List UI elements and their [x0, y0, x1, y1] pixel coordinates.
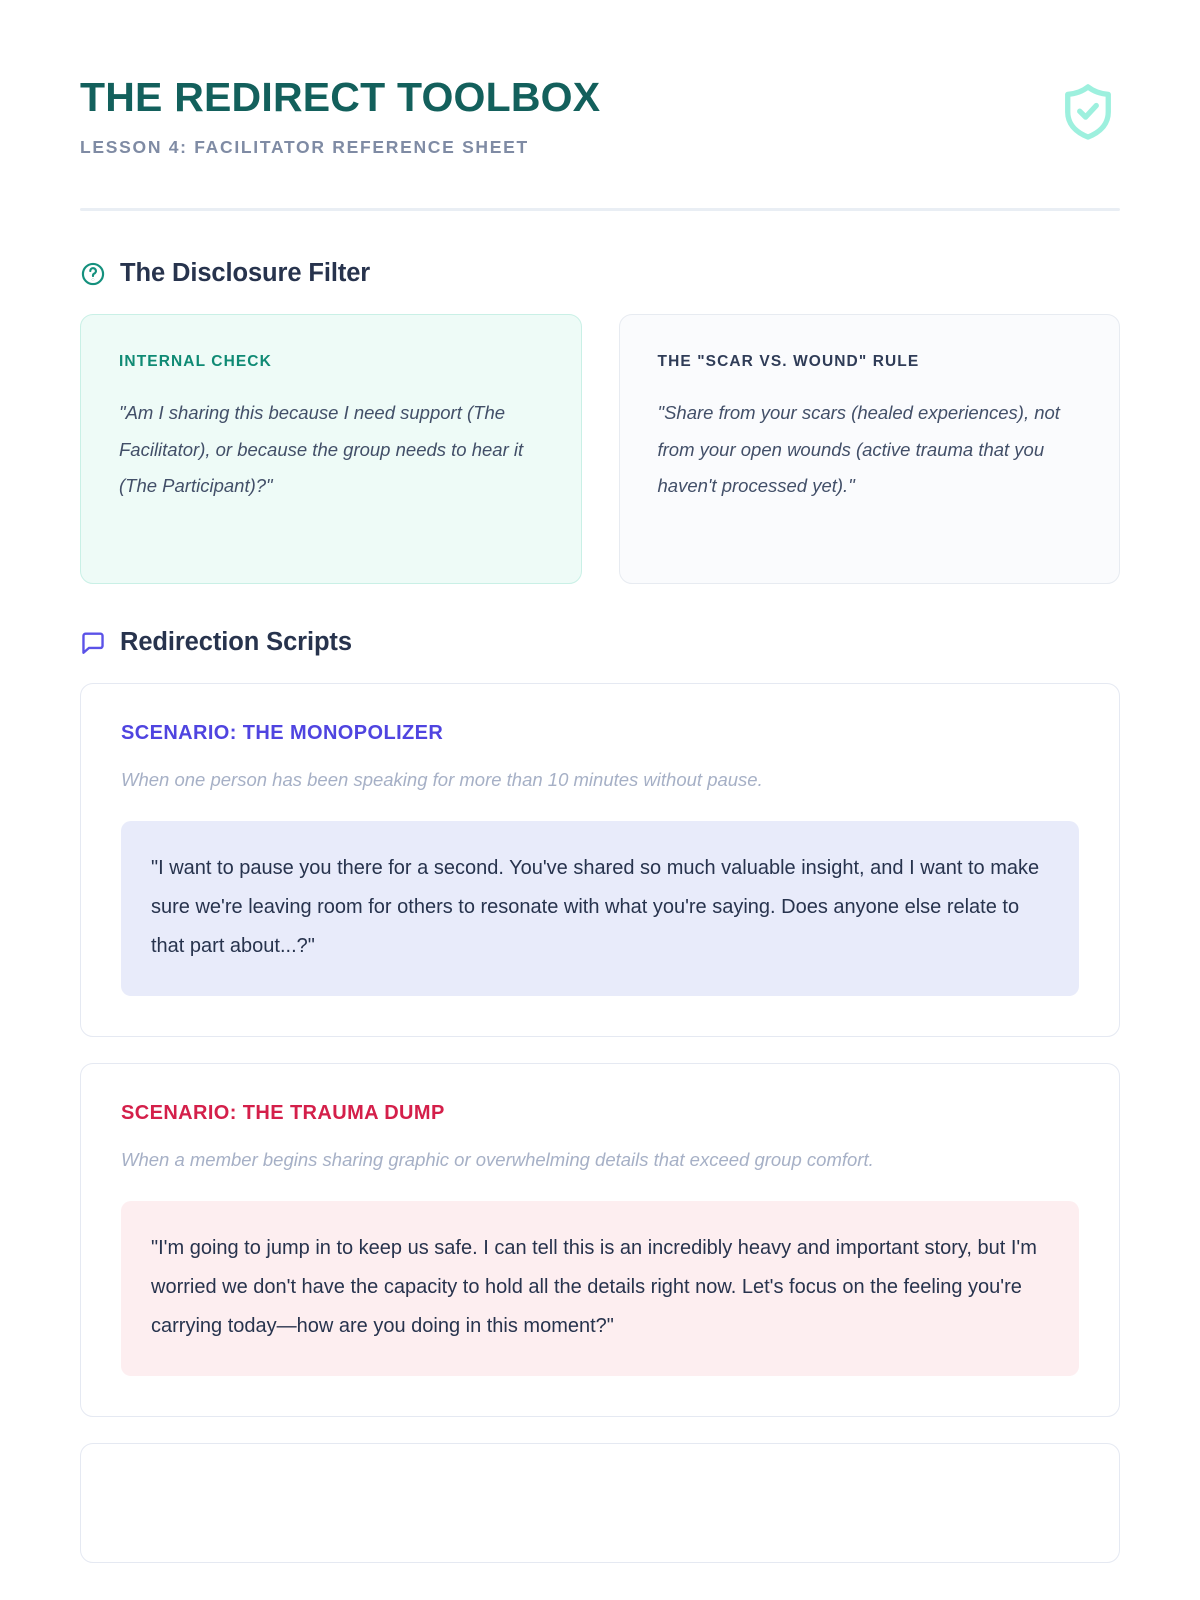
filter-card-label: THE "SCAR VS. WOUND" RULE [657, 353, 920, 371]
section-title: The Disclosure Filter [120, 259, 371, 288]
section-title: Redirection Scripts [120, 628, 352, 657]
header-divider [80, 208, 1120, 212]
filter-card-label: INTERNAL CHECK [119, 353, 272, 371]
scenario-description: When a member begins sharing graphic or … [121, 1149, 874, 1171]
section-header: The Disclosure Filter [80, 259, 1120, 288]
filter-card-internal-check: INTERNAL CHECK "Am I sharing this becaus… [80, 314, 582, 585]
page-title: THE REDIRECT TOOLBOX [80, 74, 601, 120]
filter-card-scar-vs-wound: THE "SCAR VS. WOUND" RULE "Share from yo… [618, 314, 1120, 585]
filter-card-grid: INTERNAL CHECK "Am I sharing this becaus… [80, 314, 1120, 585]
scenario-card-monopolizer: SCENARIO: THE MONOPOLIZER When one perso… [80, 683, 1120, 1038]
scenario-script-quote: "I'm going to jump in to keep us safe. I… [121, 1200, 1079, 1376]
filter-card-body: "Share from your scars (healed experienc… [657, 402, 1060, 497]
filter-card-body: "Am I sharing this because I need suppor… [119, 402, 524, 497]
shield-check-icon [1056, 80, 1120, 144]
speech-bubble-icon [80, 630, 106, 656]
scenario-title: SCENARIO: THE MONOPOLIZER [121, 722, 444, 745]
scenario-description: When one person has been speaking for mo… [121, 769, 763, 791]
section-disclosure-filter: The Disclosure Filter INTERNAL CHECK "Am… [80, 259, 1120, 585]
document-header: THE REDIRECT TOOLBOX LESSON 4: FACILITAT… [80, 0, 1120, 158]
page-subtitle: LESSON 4: FACILITATOR REFERENCE SHEET [80, 137, 529, 158]
question-circle-icon [80, 261, 106, 287]
scenario-title: SCENARIO: THE TRAUMA DUMP [121, 1102, 445, 1125]
scenario-card-next-partial [80, 1442, 1120, 1563]
section-header: Redirection Scripts [80, 628, 1120, 657]
section-redirection-scripts: Redirection Scripts SCENARIO: THE MONOPO… [80, 628, 1120, 1563]
scenario-script-quote: "I want to pause you there for a second.… [121, 821, 1079, 997]
header-text-block: THE REDIRECT TOOLBOX LESSON 4: FACILITAT… [80, 72, 600, 158]
scenario-card-trauma-dump: SCENARIO: THE TRAUMA DUMP When a member … [80, 1063, 1120, 1417]
